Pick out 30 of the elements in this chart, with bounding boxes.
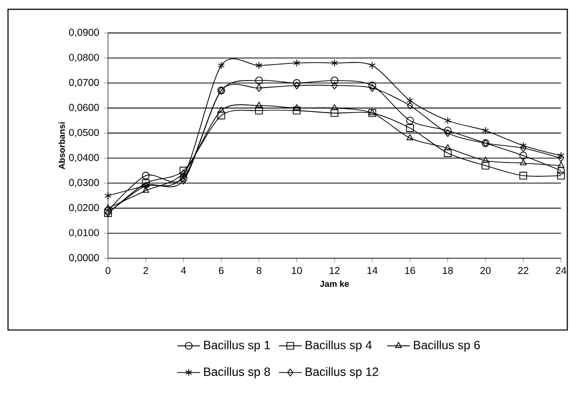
y-tick-label: 0,0700 bbox=[69, 78, 99, 88]
y-axis-title: Absorbansi bbox=[58, 122, 65, 170]
y-tick-label: 0,0000 bbox=[69, 254, 99, 262]
x-tick-label: 18 bbox=[442, 266, 453, 274]
x-tick-label: 6 bbox=[218, 266, 224, 274]
x-axis-title: Jam ke bbox=[320, 280, 349, 287]
x-tick-label: 10 bbox=[292, 266, 302, 274]
x-tick-label: 4 bbox=[180, 266, 186, 274]
y-tick-label: 0,0900 bbox=[69, 28, 99, 38]
y-tick-label: 0,0200 bbox=[69, 204, 99, 212]
y-tick-label: 0,0400 bbox=[69, 154, 99, 162]
x-tick-label: 2 bbox=[143, 266, 148, 274]
x-tick-label: 0 bbox=[106, 266, 110, 274]
x-tick-label: 14 bbox=[367, 266, 378, 274]
y-tick-label: 0,0600 bbox=[69, 104, 99, 112]
legend-label: Bacillus sp 1 bbox=[204, 340, 270, 352]
x-tick-label: 12 bbox=[330, 266, 340, 274]
y-tick-label: 0,0300 bbox=[69, 179, 99, 188]
x-tick-label: 20 bbox=[480, 266, 491, 274]
x-tick-label: 8 bbox=[256, 266, 262, 274]
x-tick-label: 24 bbox=[556, 266, 566, 274]
legend-label: Bacillus sp 8 bbox=[204, 367, 270, 378]
x-tick-label: 16 bbox=[405, 266, 416, 274]
y-tick-label: 0,0800 bbox=[69, 54, 99, 62]
legend-label: Bacillus sp 12 bbox=[306, 367, 378, 378]
y-tick-label: 0,0100 bbox=[69, 229, 99, 238]
y-tick-label: 0,0500 bbox=[69, 128, 99, 138]
legend-label: Bacillus sp 4 bbox=[306, 340, 372, 352]
x-tick-label: 22 bbox=[518, 266, 528, 274]
legend-label: Bacillus sp 6 bbox=[414, 340, 480, 352]
